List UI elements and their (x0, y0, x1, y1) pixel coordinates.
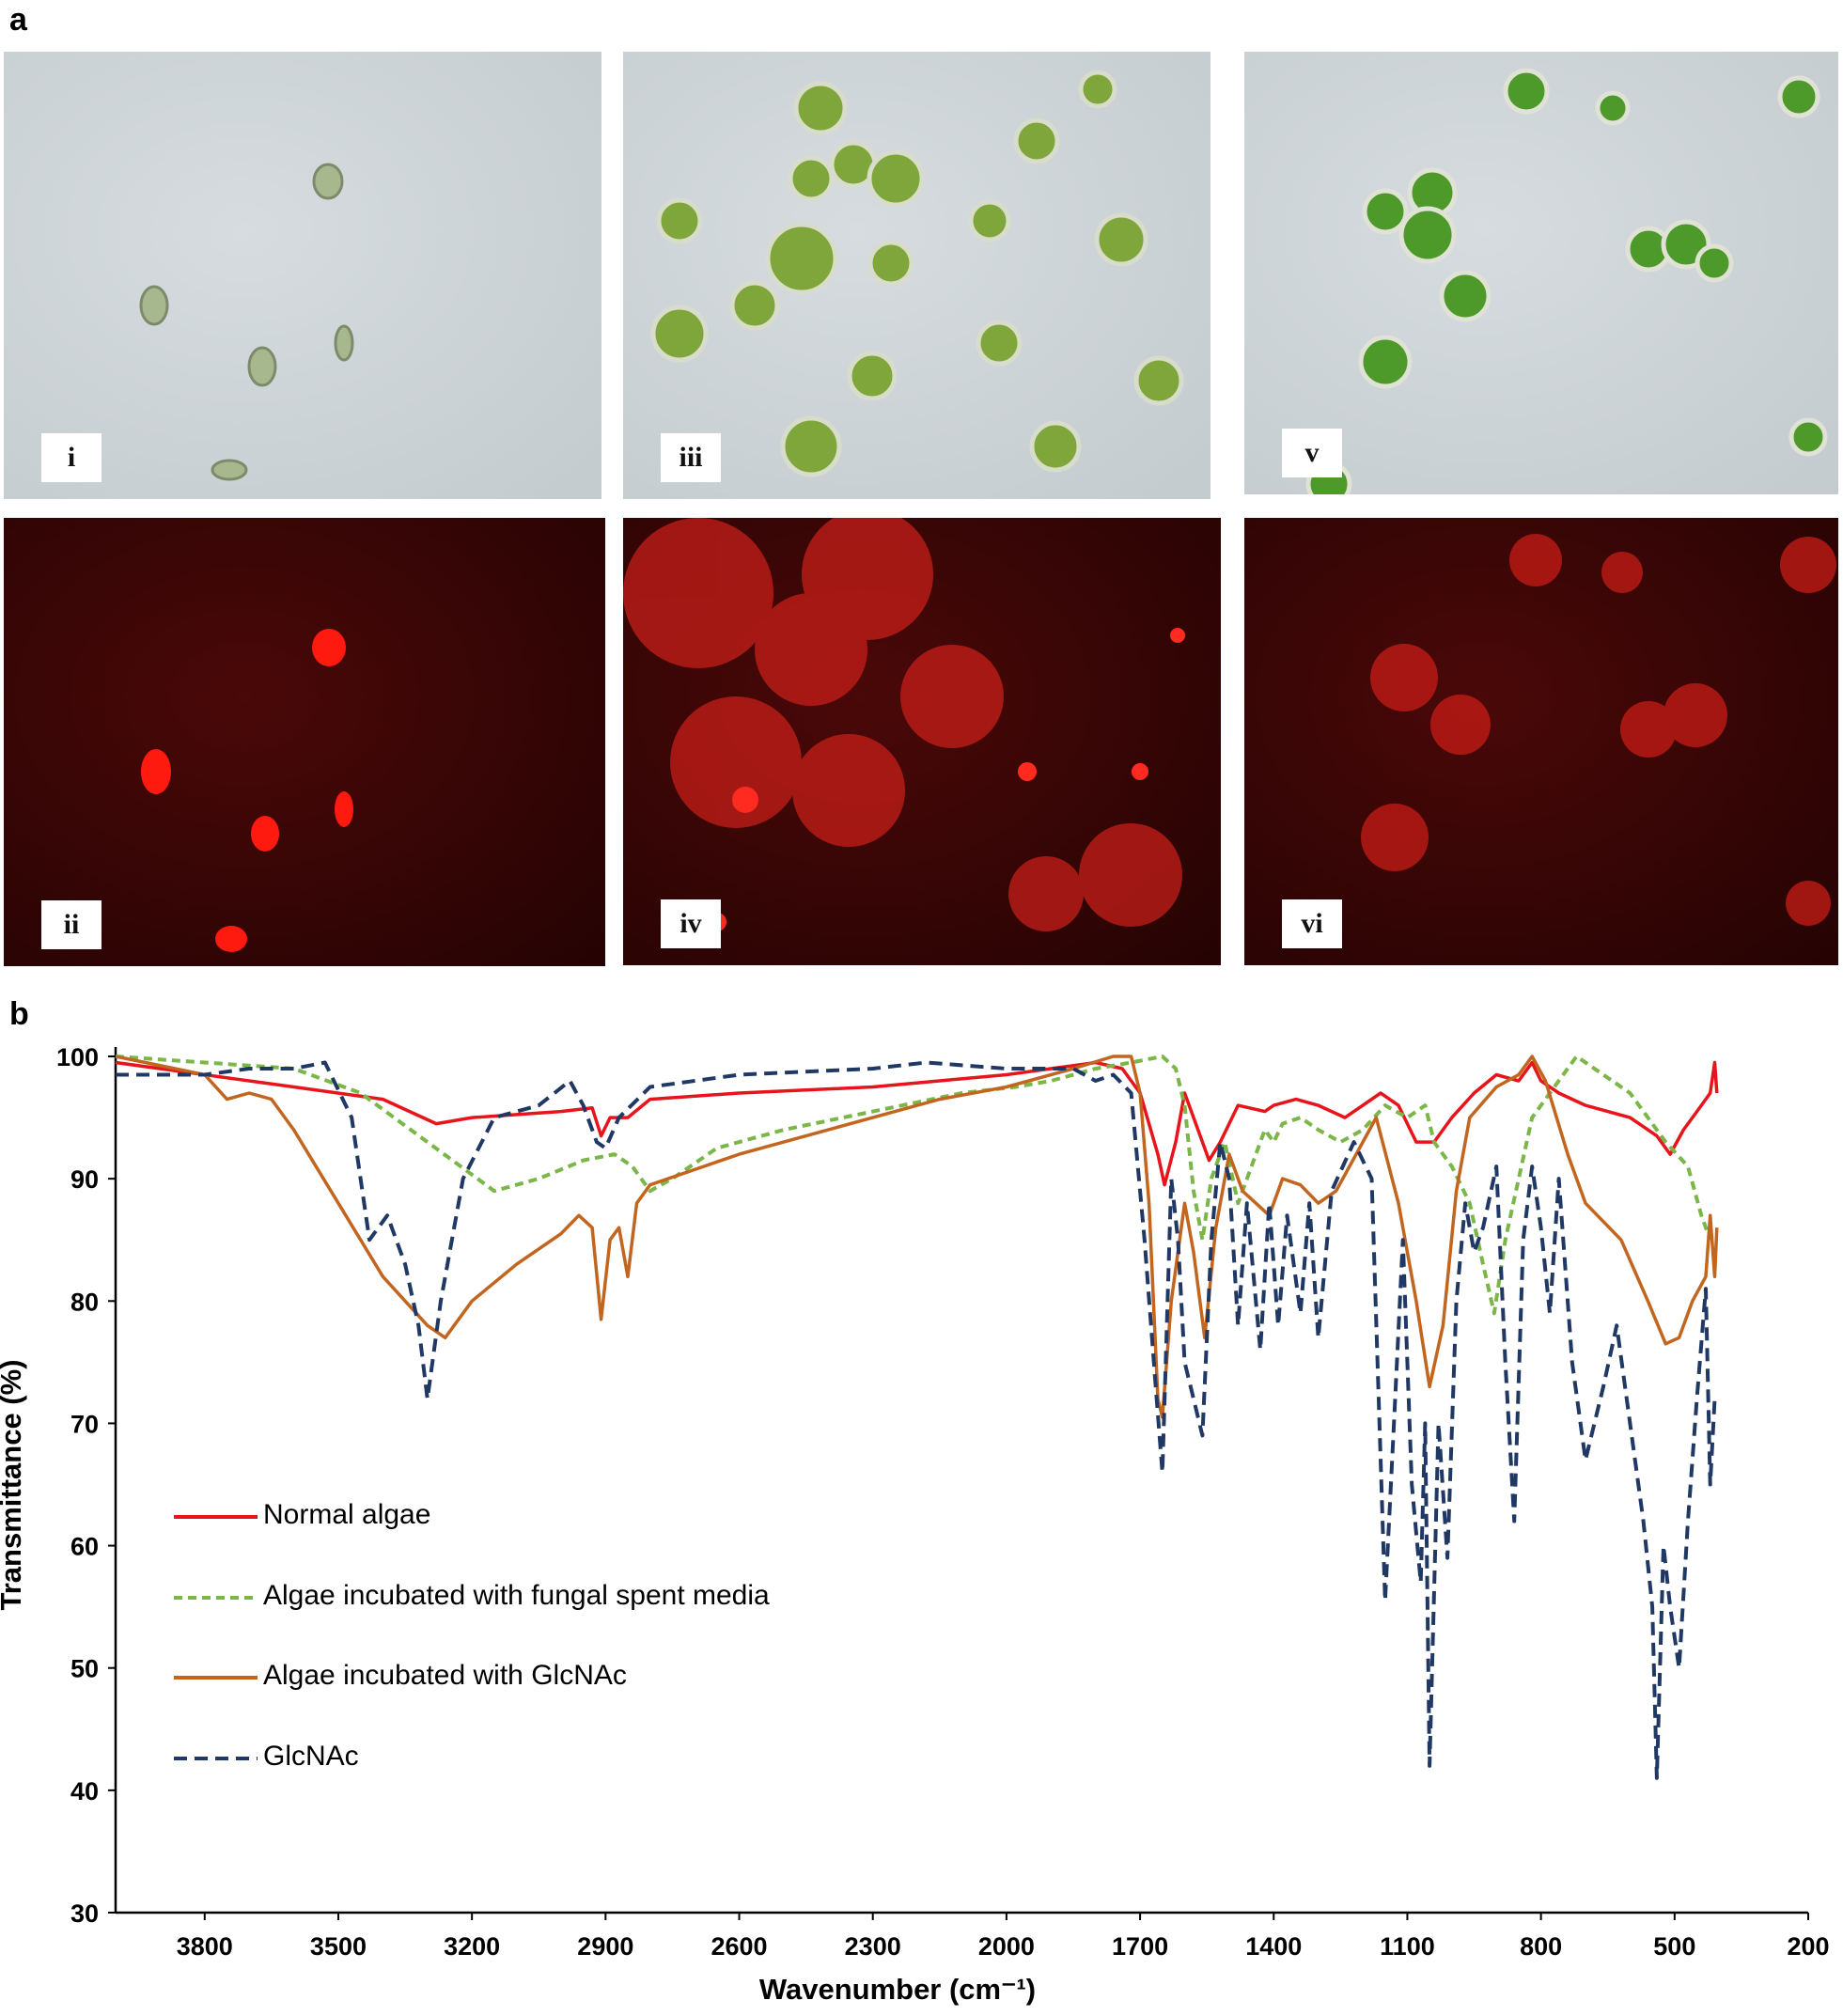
image-label: iii (661, 433, 721, 482)
y-tick-label: 60 (70, 1533, 99, 1561)
legend-item: GlcNAc (263, 1741, 359, 1772)
x-tick-label: 3200 (444, 1932, 500, 1961)
y-tick-label: 30 (70, 1899, 99, 1928)
y-axis-title: Transmittance (%) (0, 1359, 27, 1610)
micrograph: iii (623, 52, 1210, 499)
y-tick-label: 40 (70, 1777, 99, 1805)
legend-item: Algae incubated with fungal spent media (263, 1580, 770, 1611)
image-label: iv (661, 899, 721, 948)
x-tick-label: 200 (1787, 1932, 1829, 1961)
y-tick-label: 100 (56, 1043, 99, 1071)
x-tick-label: 2600 (711, 1932, 767, 1961)
y-tick-label: 90 (70, 1165, 99, 1194)
micrograph: ii (4, 518, 605, 966)
x-tick-label: 2300 (845, 1932, 901, 1961)
series-line (115, 1055, 1712, 1316)
x-tick-label: 2000 (978, 1932, 1035, 1961)
micrograph: iv (623, 518, 1221, 965)
legend-label: GlcNAc (263, 1741, 359, 1772)
panel-label: a (9, 2, 27, 38)
legend-item: Normal algae (263, 1499, 431, 1530)
x-tick-label: 800 (1520, 1932, 1562, 1961)
series-line (115, 1060, 1719, 1187)
x-tick-label: 2900 (577, 1932, 633, 1961)
x-tick-label: 1400 (1245, 1932, 1302, 1961)
legend-item: Algae incubated with GlcNAc (263, 1660, 627, 1691)
legend-label: Algae incubated with GlcNAc (263, 1660, 627, 1691)
x-tick-label: 3500 (310, 1932, 367, 1961)
image-label: ii (41, 900, 102, 949)
x-axis-title: Wavenumber (cm⁻¹) (759, 1973, 1036, 2006)
micrograph: vi (1244, 518, 1838, 965)
x-tick-label: 500 (1653, 1932, 1695, 1961)
series-line (115, 1055, 1719, 1419)
legend-label: Normal algae (263, 1499, 431, 1530)
y-tick-label: 80 (70, 1288, 99, 1316)
y-tick-label: 50 (70, 1655, 99, 1683)
x-tick-label: 3800 (177, 1932, 233, 1961)
y-tick-label: 70 (70, 1410, 99, 1438)
x-tick-label: 1100 (1380, 1932, 1435, 1961)
image-label: vi (1282, 899, 1342, 948)
micrograph: i (4, 52, 601, 499)
micrograph: v (1244, 52, 1838, 494)
panel-label: b (9, 996, 29, 1032)
legend-label: Algae incubated with fungal spent media (263, 1580, 770, 1611)
image-label: i (41, 433, 102, 482)
image-label: v (1282, 429, 1342, 477)
series-line (116, 1060, 1717, 1780)
x-tick-label: 1700 (1112, 1932, 1168, 1961)
